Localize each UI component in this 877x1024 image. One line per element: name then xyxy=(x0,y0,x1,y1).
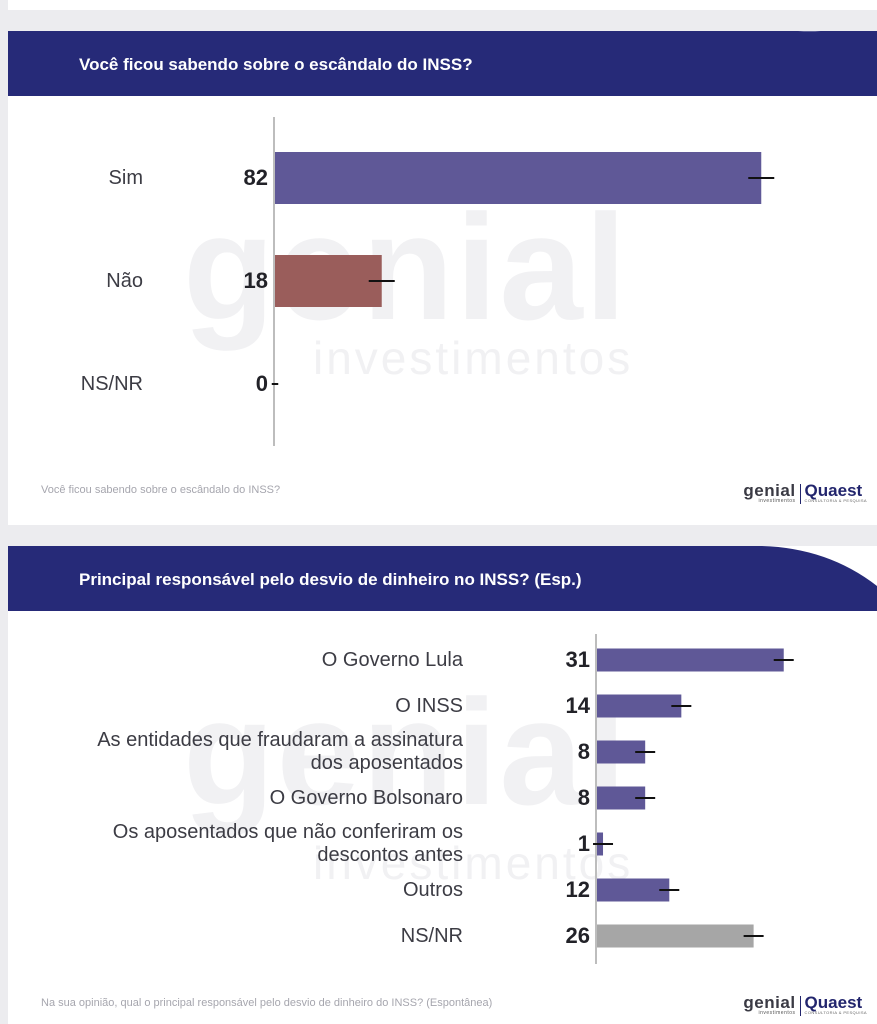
quaest-logo-text: Quaest xyxy=(804,481,863,500)
genial-quaest-logo: genial investimentos Quaest CONSULTORIA & … xyxy=(743,481,867,504)
chart-card-awareness: genial investimentos Você ficou sabendo … xyxy=(8,31,877,525)
logo-separator xyxy=(799,995,801,1016)
bar xyxy=(275,152,762,204)
header-background xyxy=(8,31,877,96)
quaest-logo-sub: CONSULTORIA & PESQUISA xyxy=(804,1010,867,1015)
value-label: 12 xyxy=(565,877,590,902)
category-label: NS/NR xyxy=(81,373,143,396)
category-label: NS/NR xyxy=(401,925,463,948)
bar xyxy=(597,694,682,718)
category-label-line: Sim xyxy=(108,166,143,189)
genial-logo-text: genial xyxy=(743,481,796,500)
category-label: O Governo Bolsonaro xyxy=(270,787,463,810)
category-label-line: O Governo Lula xyxy=(321,648,463,671)
chart-title: Você ficou sabendo sobre o escândalo do … xyxy=(79,55,473,74)
bar xyxy=(597,924,754,948)
category-label: Sim xyxy=(109,167,143,190)
value-label: 14 xyxy=(565,693,590,718)
value-label: 8 xyxy=(577,785,590,810)
header-background xyxy=(8,546,877,611)
quaest-logo-sub: CONSULTORIA & PESQUISA xyxy=(804,498,867,503)
genial-logo-text: genial xyxy=(743,993,796,1012)
bar xyxy=(597,878,670,902)
category-label-line: dos aposentados xyxy=(310,752,463,774)
bar xyxy=(597,648,784,672)
value-label: 26 xyxy=(565,923,590,948)
value-label: 31 xyxy=(565,647,590,672)
footnote: Você ficou sabendo sobre o escândalo do … xyxy=(41,484,281,496)
value-label: 0 xyxy=(255,371,268,396)
category-label: O INSS xyxy=(395,695,463,718)
chart-header: Principal responsável pelo desvio de din… xyxy=(8,546,877,611)
bar xyxy=(597,740,646,764)
category-label: Não xyxy=(106,270,143,293)
bar-chart-responsible xyxy=(593,634,794,964)
quaest-logo-text: Quaest xyxy=(804,993,863,1012)
category-label-line: O Governo Bolsonaro xyxy=(269,786,463,809)
footnote: Na sua opinião, qual o principal respons… xyxy=(41,997,493,1009)
bar xyxy=(597,786,646,810)
genial-logo-sub: investimentos xyxy=(758,498,796,504)
logo-separator xyxy=(799,483,801,504)
category-label: Outros xyxy=(403,879,463,902)
chart-card-responsible: genial investimentos Principal responsáv… xyxy=(8,546,877,1024)
previous-card-bottom xyxy=(8,0,877,10)
value-label: 18 xyxy=(243,268,268,293)
genial-quaest-logo: genial investimentos Quaest CONSULTORIA & … xyxy=(743,993,867,1016)
category-label-line: NS/NR xyxy=(400,924,463,947)
category-label-line: O INSS xyxy=(395,694,463,717)
chart-title: Principal responsável pelo desvio de din… xyxy=(79,570,582,589)
category-label-line: Os aposentados que não conferiram os xyxy=(112,821,463,843)
category-label-line: descontos antes xyxy=(317,844,463,866)
value-label: 1 xyxy=(577,831,590,856)
category-label-line: Não xyxy=(106,269,143,292)
category-label-line: NS/NR xyxy=(80,372,143,395)
category-label: As entidades que fraudaram a assinatura d… xyxy=(97,729,463,775)
bar xyxy=(275,255,382,307)
category-label-line: As entidades que fraudaram a assinatura xyxy=(97,729,463,751)
value-label: 82 xyxy=(243,165,268,190)
category-label: Os aposentados que não conferiram os desc… xyxy=(113,821,463,867)
chart-header: Você ficou sabendo sobre o escândalo do … xyxy=(8,31,877,96)
value-label: 8 xyxy=(577,739,590,764)
genial-logo-sub: investimentos xyxy=(758,1010,796,1016)
category-label: O Governo Lula xyxy=(322,649,463,672)
category-label-line: Outros xyxy=(402,878,463,901)
bar-chart-awareness xyxy=(271,117,775,446)
